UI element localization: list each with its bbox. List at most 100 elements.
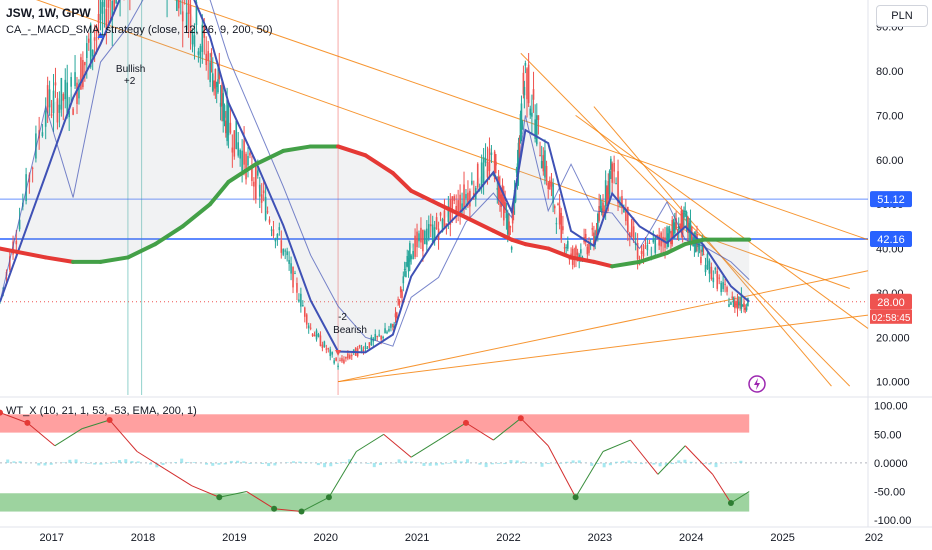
osc-histogram-bar xyxy=(149,462,153,465)
price-tick-label: 80.00 xyxy=(876,66,904,78)
candle-body xyxy=(302,305,304,307)
candle-body xyxy=(84,61,86,66)
osc-histogram-bar xyxy=(410,461,414,463)
candle-body xyxy=(646,244,649,251)
candle-body xyxy=(74,72,76,87)
candle-body xyxy=(451,196,454,212)
candle-body xyxy=(195,1,198,26)
candle-body xyxy=(521,120,524,130)
candle-body xyxy=(611,163,613,183)
candle-body xyxy=(510,246,513,250)
candle-body xyxy=(603,209,606,211)
trendline xyxy=(593,106,832,387)
candle-body xyxy=(511,214,514,224)
candle-body xyxy=(217,79,219,93)
candle-body xyxy=(56,98,59,123)
candle-body xyxy=(517,142,520,174)
price-tag-42-bg xyxy=(870,230,912,247)
sell-dot xyxy=(106,417,113,424)
candle-body xyxy=(747,298,749,306)
osc-histogram-bar xyxy=(372,462,376,468)
osc-histogram-bar xyxy=(260,462,264,464)
osc-histogram-bar xyxy=(68,459,72,463)
candle-body xyxy=(457,200,459,213)
sma200-segment xyxy=(436,202,468,220)
oscillator-segment xyxy=(191,485,220,498)
sma200-segment xyxy=(637,250,669,264)
sma200-segment xyxy=(98,255,130,264)
sma200-segment xyxy=(281,144,313,153)
sell-dot xyxy=(462,419,469,426)
sma200-segment xyxy=(180,202,213,229)
osc-histogram-bar xyxy=(186,462,190,463)
candle-body xyxy=(339,360,341,362)
candle-body xyxy=(433,227,436,240)
candle-body xyxy=(347,353,349,359)
oscillator-segment xyxy=(465,422,494,441)
candle-body xyxy=(625,209,627,222)
candle-body xyxy=(345,356,347,359)
bullish-count: +2 xyxy=(124,76,136,87)
trendline xyxy=(575,114,869,329)
candle-body xyxy=(313,334,316,337)
oscillator-segment xyxy=(274,508,302,513)
candle-body xyxy=(504,202,506,210)
time-tick-label: 2023 xyxy=(588,532,612,544)
buy-dot xyxy=(271,505,278,512)
oscillator-segment xyxy=(246,491,275,510)
candle-body xyxy=(95,26,98,33)
countdown-bg xyxy=(870,309,912,324)
candle-body xyxy=(325,348,328,350)
candle-body xyxy=(716,270,719,289)
candle-body xyxy=(278,227,281,231)
candle-body xyxy=(467,192,469,205)
candle-body xyxy=(524,63,527,66)
osc-histogram-bar xyxy=(267,462,271,467)
osc-histogram-bar xyxy=(18,461,22,463)
candle-body xyxy=(613,162,615,172)
candle-body xyxy=(380,335,382,340)
candle-body xyxy=(745,307,748,311)
osc-histogram-bar xyxy=(37,462,41,466)
candle-body xyxy=(321,344,324,349)
sma200-segment xyxy=(208,179,231,207)
sell-dot xyxy=(517,415,524,422)
currency-button[interactable]: PLN xyxy=(876,5,928,27)
candle-body xyxy=(580,249,582,254)
candle-body xyxy=(628,232,631,237)
candle-body xyxy=(550,181,553,187)
candle-body xyxy=(623,207,625,213)
trendline xyxy=(520,52,851,387)
candle-body xyxy=(526,68,528,100)
candle-body xyxy=(488,148,491,172)
candle-body xyxy=(329,349,332,357)
candle-body xyxy=(396,312,398,319)
candle-body xyxy=(480,162,483,187)
sma200-segment xyxy=(610,259,642,269)
candle-body xyxy=(294,273,296,275)
candle-body xyxy=(268,219,271,223)
candle-body xyxy=(685,212,688,222)
candle-body xyxy=(604,180,607,207)
candle-body xyxy=(508,221,510,238)
candle-body xyxy=(531,112,533,117)
bearish-count: -2 xyxy=(338,312,347,323)
osc-histogram-bar xyxy=(465,459,469,463)
candle-body xyxy=(606,187,608,205)
candle-body xyxy=(694,241,697,253)
oscillator-segment xyxy=(356,433,385,452)
sma200-segment xyxy=(546,246,574,260)
osc-histogram-bar xyxy=(633,461,637,463)
candle-body xyxy=(724,283,726,285)
candle-body xyxy=(315,330,318,340)
candle-body xyxy=(558,205,561,225)
osc-histogram-bar xyxy=(577,460,581,463)
osc-histogram-bar xyxy=(621,461,625,463)
candle-body xyxy=(296,282,298,293)
candle-body xyxy=(674,222,676,234)
candle-body xyxy=(671,220,674,245)
price-tick-label: 70.00 xyxy=(876,110,904,122)
candle-body xyxy=(497,176,500,200)
candle-body xyxy=(552,183,554,203)
